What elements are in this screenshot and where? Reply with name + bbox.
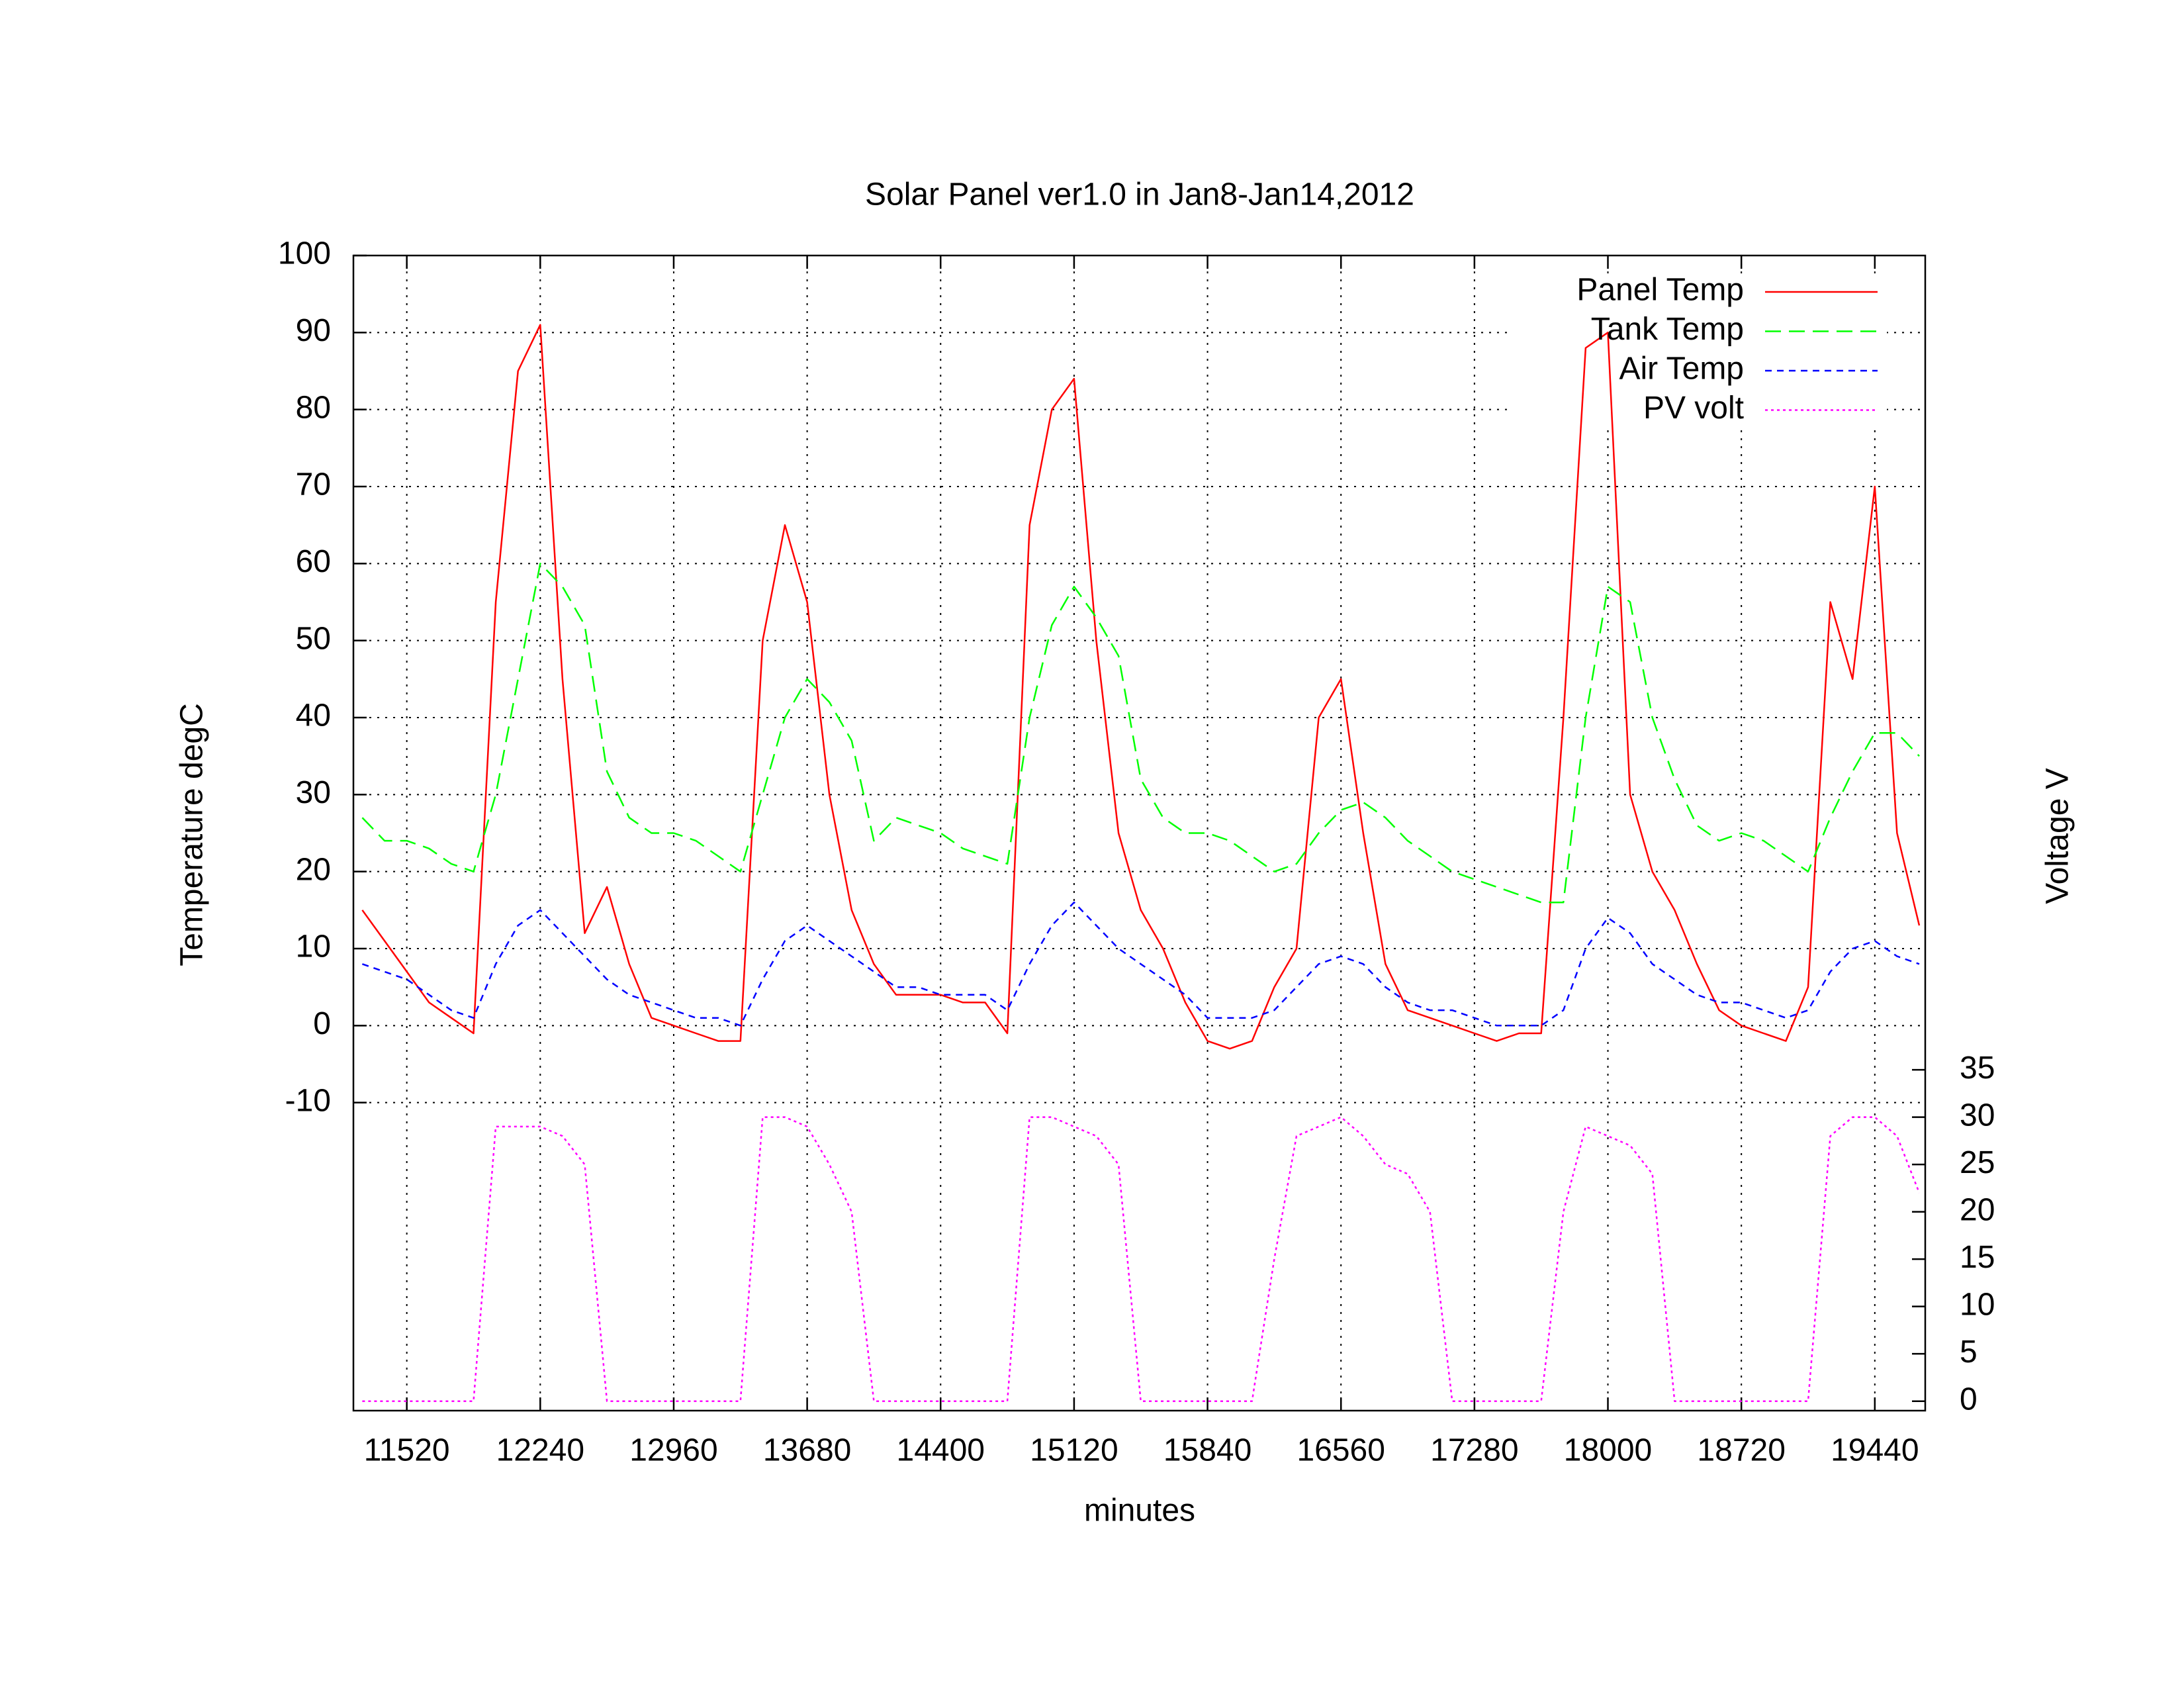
y2-tick-label: 30 xyxy=(1960,1098,1995,1133)
x-tick-label: 12240 xyxy=(496,1433,584,1468)
y-tick-label: 10 xyxy=(296,929,331,964)
y-tick-label: -10 xyxy=(285,1083,331,1118)
data-line xyxy=(361,324,1921,1050)
legend-label: Tank Temp xyxy=(1591,312,1744,347)
x-tick-label: 13680 xyxy=(763,1433,851,1468)
x-tick-label: 11520 xyxy=(364,1433,450,1468)
y-tick-label: 80 xyxy=(296,390,331,425)
y-tick-label: 100 xyxy=(278,236,331,271)
y-axis-label: Temperature degC xyxy=(175,703,210,966)
y-tick-label: 40 xyxy=(296,698,331,733)
y-tick-label: 90 xyxy=(296,313,331,348)
y2-tick-label: 25 xyxy=(1960,1145,1995,1180)
y2-tick-label: 15 xyxy=(1960,1240,1995,1275)
plot xyxy=(361,324,1921,1402)
x-tick-label: 14400 xyxy=(897,1433,985,1468)
x-tick-label: 12960 xyxy=(629,1433,717,1468)
grid: 11520 12240 12960 13680 14400 15120 15840 16560… xyxy=(278,236,1995,1468)
y-tick-label: 50 xyxy=(296,621,331,656)
y-tick-label: 0 xyxy=(313,1006,331,1041)
y-tick-label: 70 xyxy=(296,467,331,502)
y2-axis-label: Voltage V xyxy=(2040,768,2075,904)
legend-box xyxy=(1508,273,1887,428)
legend-label: Air Temp xyxy=(1619,352,1744,387)
data-line xyxy=(361,563,1920,904)
legend-label: Panel Temp xyxy=(1576,273,1744,308)
y2-tick-label: 10 xyxy=(1960,1287,1995,1322)
x-tick-label: 19440 xyxy=(1831,1433,1919,1468)
legend: Panel Temp Tank Temp Air Temp PV volt xyxy=(1576,273,1878,426)
x-tick-label: 18000 xyxy=(1564,1433,1652,1468)
x-tick-label: 15120 xyxy=(1030,1433,1118,1468)
y2-tick-label: 20 xyxy=(1960,1192,1995,1227)
y-tick-label: 30 xyxy=(296,775,331,810)
x-axis-label: minutes xyxy=(1084,1493,1195,1528)
legend-label: PV volt xyxy=(1643,391,1744,426)
x-tick-label: 17280 xyxy=(1430,1433,1518,1468)
y2-tick-label: 0 xyxy=(1960,1382,1978,1417)
plot-frame xyxy=(352,254,1927,1412)
x-tick-label: 15840 xyxy=(1163,1433,1251,1468)
x-tick-label: 18720 xyxy=(1697,1433,1785,1468)
y2-tick-label: 35 xyxy=(1960,1051,1995,1086)
chart-title: Solar Panel ver1.0 in Jan8-Jan14,2012 xyxy=(865,177,1414,212)
y2-tick-label: 5 xyxy=(1960,1335,1978,1370)
y-tick-label: 20 xyxy=(296,852,331,887)
data-line xyxy=(361,901,1920,1027)
y-tick-label: 60 xyxy=(296,544,331,579)
x-tick-label: 16560 xyxy=(1297,1433,1385,1468)
